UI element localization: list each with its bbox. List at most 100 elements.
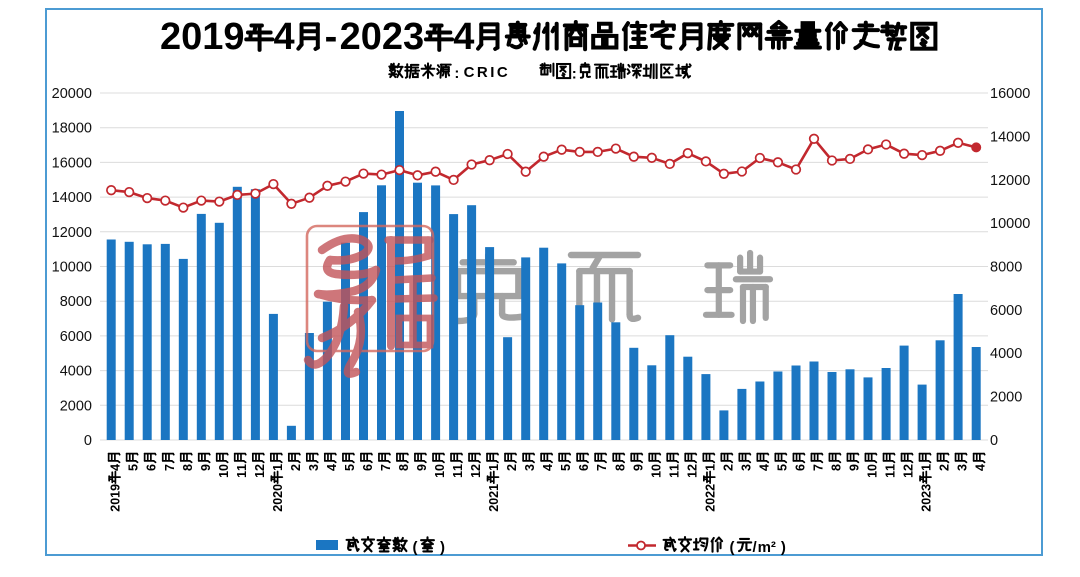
- svg-text:0: 0: [109, 498, 123, 505]
- svg-text:2: 2: [703, 491, 717, 498]
- svg-text:2: 2: [938, 464, 952, 471]
- svg-text:3: 3: [920, 484, 934, 491]
- svg-text:9: 9: [415, 464, 429, 471]
- svg-text:1: 1: [685, 471, 699, 478]
- svg-text:0: 0: [84, 433, 92, 449]
- svg-text:3: 3: [956, 464, 970, 471]
- svg-text:1: 1: [866, 471, 880, 478]
- svg-text:): ): [781, 539, 786, 556]
- svg-text:5: 5: [127, 464, 141, 471]
- svg-text:9: 9: [223, 16, 244, 58]
- svg-text:7: 7: [595, 464, 609, 471]
- svg-text::: :: [454, 65, 459, 82]
- svg-text:0: 0: [649, 464, 663, 471]
- svg-text:/: /: [753, 539, 758, 556]
- svg-text:0: 0: [487, 498, 501, 505]
- svg-text:-: -: [325, 16, 338, 58]
- svg-text:CRIC: CRIC: [464, 64, 511, 81]
- svg-text:5: 5: [343, 464, 357, 471]
- svg-text:4: 4: [274, 16, 295, 58]
- svg-text:0: 0: [271, 498, 285, 505]
- svg-text:1: 1: [667, 464, 681, 471]
- svg-text:1: 1: [109, 491, 123, 498]
- svg-text:9: 9: [848, 464, 862, 471]
- svg-text:2: 2: [487, 505, 501, 512]
- svg-text:3: 3: [403, 16, 424, 58]
- svg-text:1: 1: [202, 16, 223, 58]
- svg-text:9: 9: [631, 464, 645, 471]
- svg-text:4: 4: [109, 464, 123, 471]
- svg-text:1: 1: [433, 471, 447, 478]
- svg-text:6: 6: [794, 464, 808, 471]
- svg-text:4000: 4000: [60, 364, 92, 380]
- svg-text:8000: 8000: [60, 294, 92, 310]
- svg-text:1: 1: [235, 471, 249, 478]
- svg-text:4000: 4000: [990, 346, 1022, 362]
- svg-text::: :: [572, 65, 577, 82]
- svg-text:7: 7: [812, 464, 826, 471]
- svg-text:3: 3: [307, 464, 321, 471]
- svg-text:8: 8: [830, 464, 844, 471]
- svg-text:2: 2: [160, 16, 181, 58]
- svg-text:18000: 18000: [52, 121, 92, 137]
- svg-text:6000: 6000: [60, 329, 92, 345]
- svg-text:2: 2: [505, 464, 519, 471]
- svg-text:1: 1: [451, 464, 465, 471]
- svg-text:0: 0: [990, 433, 998, 449]
- svg-text:2: 2: [721, 464, 735, 471]
- svg-text:2: 2: [703, 505, 717, 512]
- svg-text:1: 1: [884, 471, 898, 478]
- svg-text:0: 0: [703, 498, 717, 505]
- svg-text:9: 9: [109, 484, 123, 491]
- svg-text:2: 2: [487, 491, 501, 498]
- svg-text:3: 3: [523, 464, 537, 471]
- svg-text:0: 0: [181, 16, 202, 58]
- svg-text:0: 0: [920, 498, 934, 505]
- svg-text:0: 0: [433, 464, 447, 471]
- svg-text:9: 9: [199, 464, 213, 471]
- svg-text:1: 1: [253, 471, 267, 478]
- svg-text:1: 1: [920, 464, 934, 471]
- svg-text:12000: 12000: [52, 225, 92, 241]
- svg-text:1: 1: [667, 471, 681, 478]
- svg-text:2: 2: [382, 16, 403, 58]
- svg-text:4: 4: [541, 464, 555, 471]
- svg-text:14000: 14000: [52, 190, 92, 206]
- svg-text:1: 1: [217, 471, 231, 478]
- svg-text:0: 0: [866, 464, 880, 471]
- svg-text:1: 1: [487, 484, 501, 491]
- svg-text:6: 6: [361, 464, 375, 471]
- svg-text:2: 2: [920, 491, 934, 498]
- svg-text:4: 4: [453, 16, 474, 58]
- svg-text:2: 2: [340, 16, 361, 58]
- svg-text:3: 3: [739, 464, 753, 471]
- svg-text:1: 1: [451, 471, 465, 478]
- svg-text:8: 8: [181, 464, 195, 471]
- svg-text:1: 1: [469, 471, 483, 478]
- svg-text:(: (: [730, 539, 735, 556]
- svg-text:7: 7: [379, 464, 393, 471]
- svg-text:1: 1: [884, 464, 898, 471]
- svg-text:16000: 16000: [52, 155, 92, 171]
- svg-text:2000: 2000: [60, 398, 92, 414]
- svg-text:5: 5: [775, 464, 789, 471]
- svg-text:8: 8: [613, 464, 627, 471]
- svg-text:2: 2: [289, 464, 303, 471]
- svg-text:2: 2: [271, 491, 285, 498]
- svg-text:2: 2: [253, 464, 267, 471]
- svg-text:10000: 10000: [52, 260, 92, 276]
- svg-text:2: 2: [703, 484, 717, 491]
- svg-text:20000: 20000: [52, 86, 92, 102]
- svg-text:2: 2: [109, 505, 123, 512]
- svg-text:): ): [440, 539, 445, 556]
- svg-text:(: (: [413, 539, 418, 556]
- svg-text:4: 4: [325, 464, 339, 471]
- svg-text:12000: 12000: [990, 173, 1030, 189]
- svg-text:2: 2: [685, 464, 699, 471]
- svg-text:1: 1: [235, 464, 249, 471]
- svg-text:2: 2: [271, 505, 285, 512]
- svg-text:0: 0: [271, 484, 285, 491]
- svg-text:6: 6: [145, 464, 159, 471]
- svg-text:1: 1: [703, 464, 717, 471]
- svg-text:1: 1: [271, 464, 285, 471]
